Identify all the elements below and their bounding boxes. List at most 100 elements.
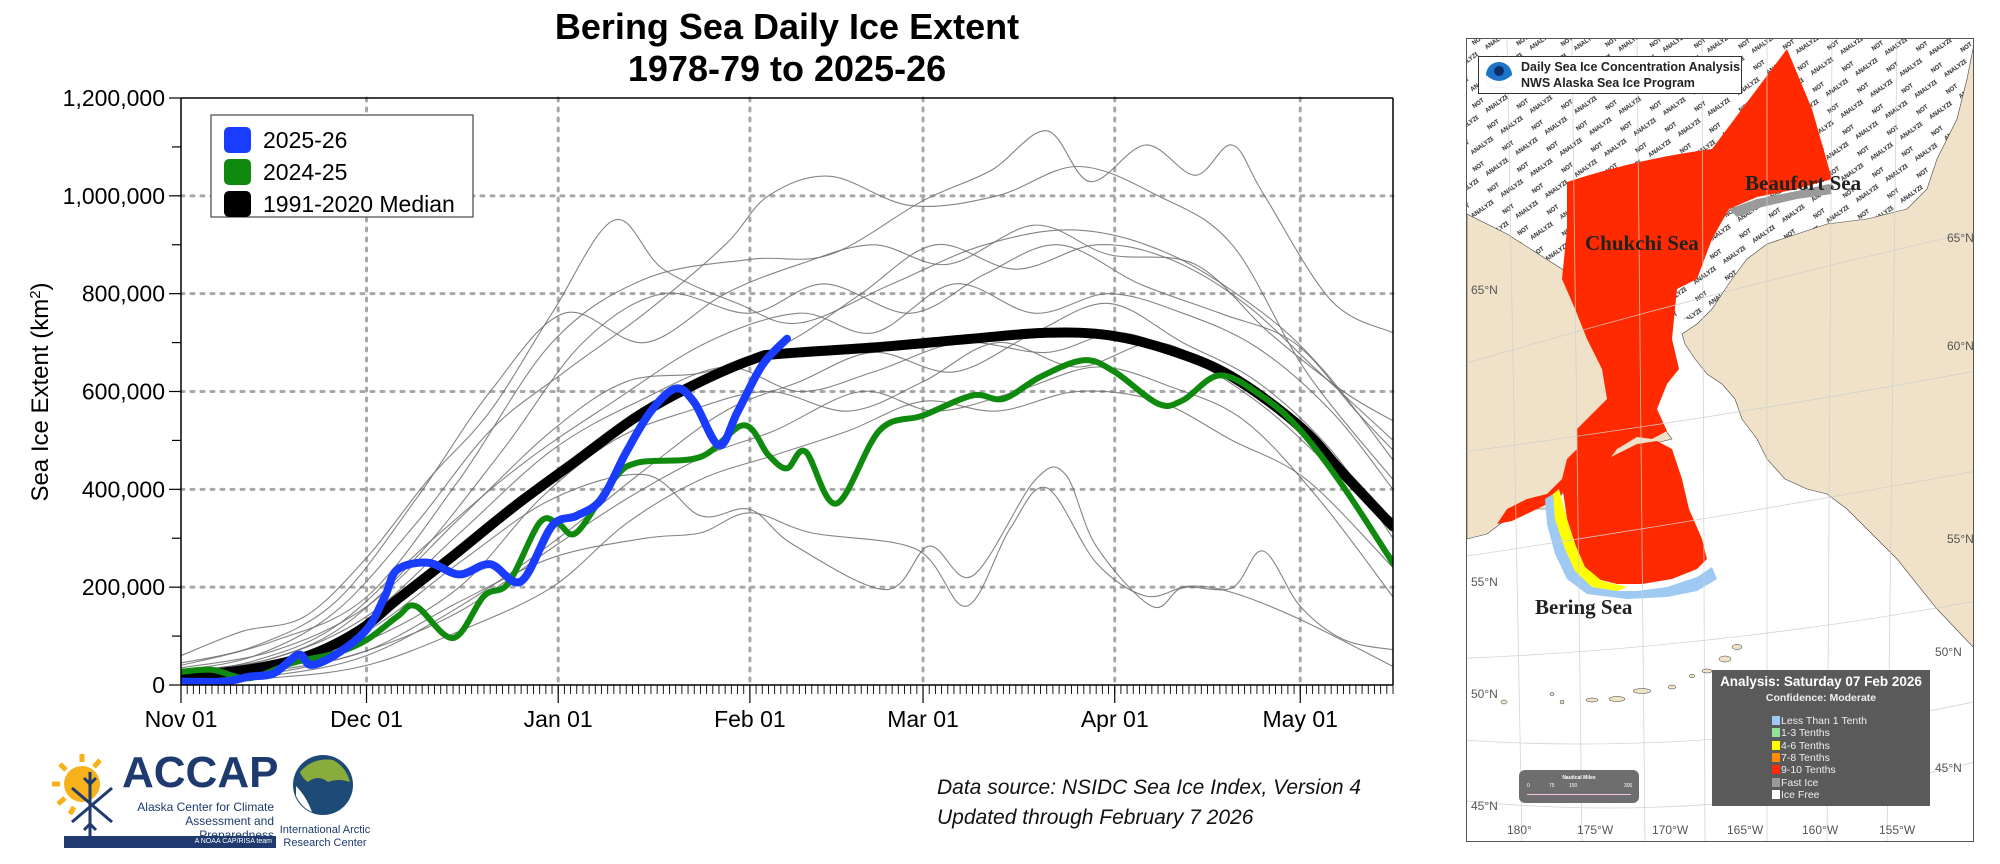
historical-season-line — [181, 165, 1393, 671]
x-tick-label: Mar 01 — [887, 706, 959, 732]
lat-label: 45°N — [1935, 761, 1962, 775]
updated-through-line: Updated through February 7 2026 — [937, 806, 1254, 829]
accap-subtitle-line1: Alaska Center for Climate — [137, 800, 274, 814]
map-legend-label: 4-6 Tenths — [1781, 739, 1830, 752]
legend-swatch — [224, 159, 251, 185]
map-title-line1: Daily Sea Ice Concentration Analysis — [1521, 60, 1741, 74]
chart-title-line1: Bering Sea Daily Ice Extent — [554, 6, 1020, 47]
lat-label: 65°N — [1471, 283, 1498, 297]
ice-bering-south — [1562, 441, 1707, 584]
data-source-line: Data source: NSIDC Sea Ice Index, Versio… — [937, 776, 1362, 799]
axis-layer: 0 200,000 400,000 600,000 800,000 1,000,000 1,… — [63, 85, 1394, 732]
legend-swatch — [224, 127, 251, 153]
noaa-logo-icon — [1486, 62, 1512, 88]
ice-extent-chart: 0 200,000 400,000 600,000 800,000 1,000,000 1,… — [27, 85, 1395, 732]
ice-9-10-tenths — [1497, 49, 1832, 524]
y-tick-label: 600,000 — [82, 379, 165, 405]
chart-title-line2: 1978-79 to 2025-26 — [627, 48, 947, 89]
map-title-line2: NWS Alaska Sea Ice Program — [1521, 76, 1695, 90]
scale-bar: Nautical Miles 0 75 150 300 — [1519, 770, 1639, 803]
iarc-name-line1: International Arctic — [279, 824, 371, 836]
map-legend-swatch — [1772, 752, 1780, 762]
x-tick-label: May 01 — [1263, 706, 1338, 732]
chart-legend: 2025-26 2024-25 1991-2020 Median — [210, 114, 474, 218]
historical-lines-layer — [181, 130, 1393, 682]
x-tick-label: Nov 01 — [145, 706, 218, 732]
x-tick-label: Feb 01 — [714, 706, 786, 732]
map-legend-confidence: Confidence: Moderate — [1765, 692, 1877, 704]
accap-wordmark: ACCAP — [122, 748, 279, 797]
graticule — [1467, 39, 1973, 841]
map-legend-item: Fast Ice — [1772, 777, 1818, 789]
map-legend-item: 1-3 Tenths — [1772, 727, 1830, 739]
label-beaufort-sea: Beaufort Sea — [1745, 171, 1862, 195]
map-legend-item: Less Than 1 Tenth — [1772, 715, 1867, 727]
historical-season-line — [181, 390, 1393, 682]
iarc-name-line2: Research Center — [283, 837, 367, 849]
accap-sun-snowflake-icon — [52, 754, 113, 836]
y-tick-label: 1,000,000 — [63, 183, 165, 209]
legend-box — [210, 114, 474, 218]
scale-tick: 300 — [1624, 783, 1633, 789]
series-line-2025-26 — [181, 334, 791, 685]
lat-label: 50°N — [1471, 687, 1498, 701]
historical-season-line — [181, 218, 1393, 657]
map-legend-label: Ice Free — [1781, 788, 1820, 801]
data-source-note: Data source: NSIDC Sea Ice Index, Versio… — [937, 773, 1361, 833]
y-axis-title: Sea Ice Extent (km2) — [27, 282, 55, 501]
scale-tick: 0 — [1527, 783, 1530, 789]
aleutian-islands — [1500, 644, 1743, 705]
label-bering-sea: Bering Sea — [1535, 595, 1633, 619]
lon-label: 165°W — [1727, 823, 1764, 837]
historical-season-line — [181, 130, 1393, 666]
accap-tagline: A NOAA CAP/RISA team — [64, 836, 276, 848]
logos: ACCAP Alaska Center for Climate Assessme… — [52, 748, 382, 852]
iarc-globe-icon — [293, 755, 353, 815]
y-axis-title-suffix: ) — [27, 282, 54, 290]
legend-label: 2025-26 — [263, 127, 347, 153]
sea-ice-concentration-map: NOT ANALYZED — [1466, 38, 1974, 842]
map-legend-swatch — [1772, 740, 1780, 750]
x-tick-label: Dec 01 — [330, 706, 403, 732]
map-title-box: Daily Sea Ice Concentration Analysis NWS… — [1478, 56, 1742, 94]
map-legend-swatch — [1772, 728, 1780, 738]
iarc-name: International Arctic Research Center — [270, 824, 380, 850]
lat-label: 50°N — [1935, 645, 1962, 659]
map-legend-title: Analysis: Saturday 07 Feb 2026 — [1720, 674, 1922, 689]
scale-tick: 150 — [1569, 783, 1578, 789]
fast-ice-beaufort — [1729, 184, 1832, 217]
map-legend-item: 7-8 Tenths — [1772, 752, 1830, 764]
scale-bar-line — [1527, 794, 1631, 795]
y-axis-title-text: Sea Ice Extent (km — [27, 299, 54, 502]
map-legend-label: Fast Ice — [1781, 776, 1819, 789]
y-tick-label: 1,200,000 — [63, 85, 165, 111]
y-axis-title-superscript: 2 — [27, 290, 44, 298]
y-tick-label: 0 — [152, 672, 165, 698]
legend-label: 1991-2020 Median — [263, 191, 455, 217]
legend-swatch — [224, 191, 251, 217]
lat-label: 60°N — [1947, 339, 1974, 353]
map-legend: Analysis: Saturday 07 Feb 2026 Confidenc… — [1712, 670, 1930, 806]
x-tick-label: Jan 01 — [524, 706, 593, 732]
map-legend-label: 7-8 Tenths — [1781, 751, 1830, 764]
series-layer — [181, 327, 1393, 685]
lon-label: 180° — [1507, 823, 1532, 837]
map-legend-swatch — [1772, 716, 1780, 725]
chart-title: Bering Sea Daily Ice Extent 1978-79 to 2… — [487, 6, 1087, 90]
scale-tick: 75 — [1549, 783, 1555, 789]
map-legend-label: Less Than 1 Tenth — [1781, 715, 1868, 727]
ice-less-than-1-tenth — [1545, 494, 1717, 599]
lon-label: 175°W — [1577, 823, 1614, 837]
ice-4-6-tenths — [1553, 489, 1627, 591]
historical-season-line — [181, 244, 1393, 675]
historical-season-line — [181, 466, 1393, 676]
y-tick-label: 800,000 — [82, 281, 165, 307]
map-legend-item: 9-10 Tenths — [1772, 764, 1836, 776]
lon-label: 170°W — [1652, 823, 1689, 837]
lat-label: 55°N — [1947, 532, 1974, 546]
lat-label: 55°N — [1471, 575, 1498, 589]
map-legend-item: Ice Free — [1772, 789, 1820, 801]
lon-label: 155°W — [1879, 823, 1916, 837]
lat-label: 45°N — [1471, 799, 1498, 813]
historical-season-line — [181, 486, 1393, 679]
